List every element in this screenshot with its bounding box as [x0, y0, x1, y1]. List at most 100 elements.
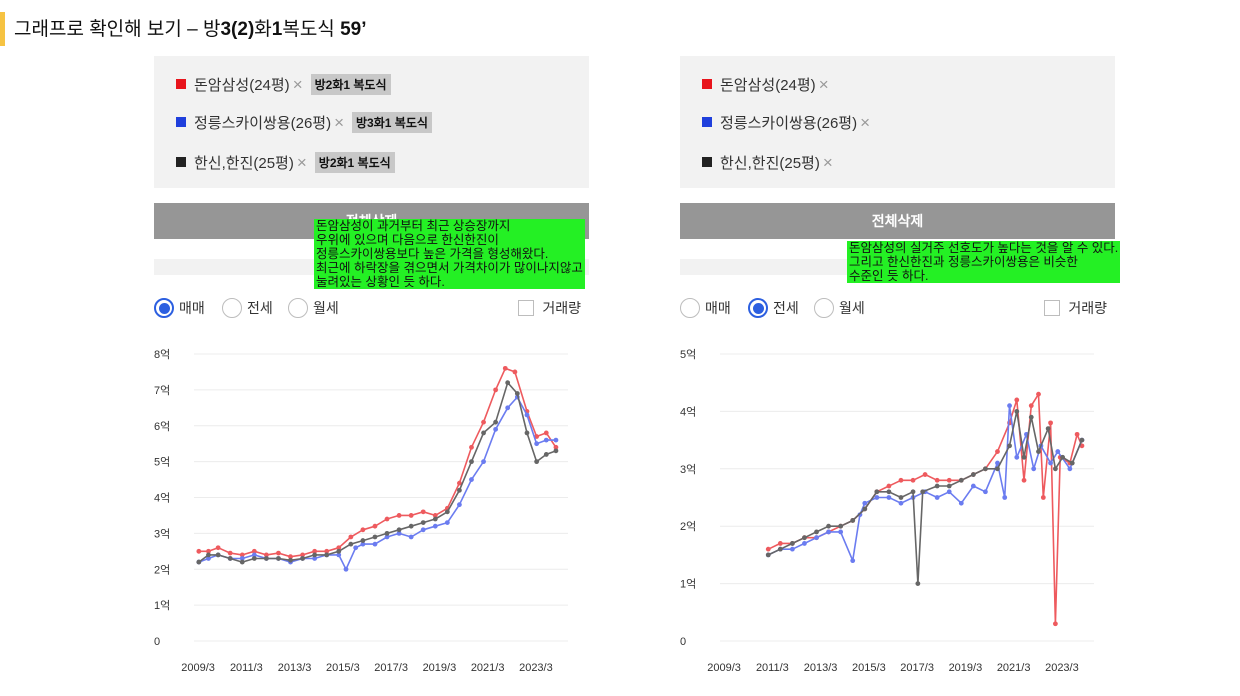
remove-icon[interactable]: ×: [860, 112, 871, 132]
legend-name: 정릉스카이쌍용(26평): [194, 114, 332, 132]
data-point: [372, 541, 378, 547]
data-point: [481, 430, 486, 436]
radio-monthly[interactable]: 월세: [814, 298, 865, 318]
data-point: [910, 477, 916, 483]
radio-sale[interactable]: 매매: [154, 298, 205, 318]
data-point: [469, 477, 474, 482]
data-point: [826, 529, 831, 535]
remove-icon[interactable]: ×: [292, 74, 303, 94]
data-point: [1040, 495, 1046, 500]
data-point: [469, 459, 474, 465]
data-point: [196, 559, 202, 565]
radio-jeonse[interactable]: 전세: [222, 298, 273, 318]
annotation-sale: 돈암삼성이 과거부터 최근 상승장까지 우위에 있으며 다음으로 한신한진이 정…: [314, 219, 585, 289]
data-point: [457, 480, 462, 486]
radio-monthly[interactable]: 월세: [288, 298, 339, 318]
remove-icon[interactable]: ×: [822, 152, 833, 172]
legend-swatch-black: [702, 157, 712, 167]
page-title: 그래프로 확인해 보기 – 방3(2)화1복도식 59’: [14, 19, 367, 40]
legend-swatch-red: [702, 79, 712, 89]
data-point: [336, 548, 342, 554]
data-point: [288, 554, 293, 560]
data-point: [886, 483, 892, 489]
trade-type-options: 매매 전세 월세 거래량: [680, 296, 1115, 324]
legend-tag: 방3화1 복도식: [352, 111, 432, 133]
data-point: [789, 546, 795, 552]
data-point: [215, 545, 221, 551]
legend-item-donam: 돈암삼성(24평) × 방2화1 복도식: [176, 72, 391, 96]
data-point: [251, 556, 257, 561]
data-point: [946, 483, 952, 489]
legend-tag: 방2화1 복도식: [310, 73, 391, 95]
data-point: [1036, 391, 1041, 397]
legend-swatch-red: [176, 79, 186, 89]
legend-name: 한신,한진(25평): [720, 154, 820, 172]
x-tick-label: 2023/3: [1045, 662, 1079, 674]
data-point: [469, 444, 474, 450]
data-point: [348, 534, 354, 540]
title-accent-bar: [0, 12, 5, 46]
data-point: [838, 523, 844, 529]
radio-off-icon: [222, 298, 242, 318]
y-tick-label: 1억: [154, 599, 170, 612]
legend-item-donam: 돈암삼성(24평) ×: [702, 72, 829, 96]
data-point: [457, 487, 462, 493]
remove-icon[interactable]: ×: [334, 112, 345, 132]
data-point: [814, 529, 819, 535]
data-point: [850, 518, 856, 523]
data-point: [958, 477, 964, 483]
data-point: [276, 556, 281, 561]
volume-checkbox[interactable]: 거래량: [518, 298, 581, 318]
data-point: [874, 495, 880, 500]
legend-box: 돈암삼성(24평) × 정릉스카이쌍용(26평) × 한신,한진(25평) ×: [680, 56, 1115, 188]
remove-icon[interactable]: ×: [296, 152, 307, 172]
volume-checkbox[interactable]: 거래량: [1044, 298, 1107, 318]
data-point: [1048, 420, 1053, 426]
data-point: [534, 459, 540, 465]
data-point: [396, 527, 402, 533]
series-line-1: [767, 393, 1083, 625]
data-point: [493, 419, 499, 425]
series-line-3: [767, 410, 1083, 585]
data-point: [1014, 409, 1020, 414]
data-point: [995, 460, 1000, 466]
data-point: [312, 556, 318, 561]
y-tick-label: 6억: [154, 420, 170, 433]
data-point: [1036, 449, 1041, 454]
x-tick-label: 2017/3: [374, 662, 408, 674]
data-point: [239, 556, 245, 561]
x-tick-label: 2021/3: [471, 662, 505, 674]
data-point: [505, 380, 511, 386]
data-point: [1014, 397, 1020, 403]
data-point: [777, 546, 783, 552]
data-point: [263, 552, 269, 558]
remove-icon[interactable]: ×: [818, 74, 829, 94]
data-point: [898, 500, 904, 506]
data-point: [288, 557, 293, 563]
data-point: [1055, 449, 1061, 454]
trade-type-options: 매매 전세 월세 거래량: [154, 296, 589, 324]
delete-all-button[interactable]: 전체삭제: [680, 203, 1115, 239]
data-point: [802, 541, 807, 546]
radio-sale[interactable]: 매매: [680, 298, 731, 318]
data-point: [432, 513, 438, 518]
x-tick-label: 2017/3: [900, 662, 934, 674]
data-point: [312, 552, 318, 558]
radio-jeonse[interactable]: 전세: [748, 298, 799, 318]
data-point: [970, 483, 976, 489]
legend-name: 돈암삼성(24평): [720, 76, 816, 94]
data-point: [384, 516, 390, 522]
sale-price-chart: 0 1억 2억 3억 4억 5억 6억 7억 8억 2009/3 2011/3 2013/3 2015/…: [154, 348, 568, 674]
data-point: [946, 477, 952, 483]
legend-item-jeongneung: 정릉스카이쌍용(26평) ×: [702, 110, 870, 134]
data-point: [502, 365, 508, 371]
y-tick-label: 0: [680, 636, 686, 648]
data-point: [898, 495, 904, 500]
data-point: [553, 444, 559, 450]
legend-name: 한신,한진(25평): [194, 154, 294, 172]
data-point: [789, 541, 795, 546]
data-point: [1028, 414, 1034, 420]
y-tick-label: 7억: [154, 384, 170, 397]
data-point: [1007, 443, 1012, 449]
data-point: [372, 523, 378, 529]
